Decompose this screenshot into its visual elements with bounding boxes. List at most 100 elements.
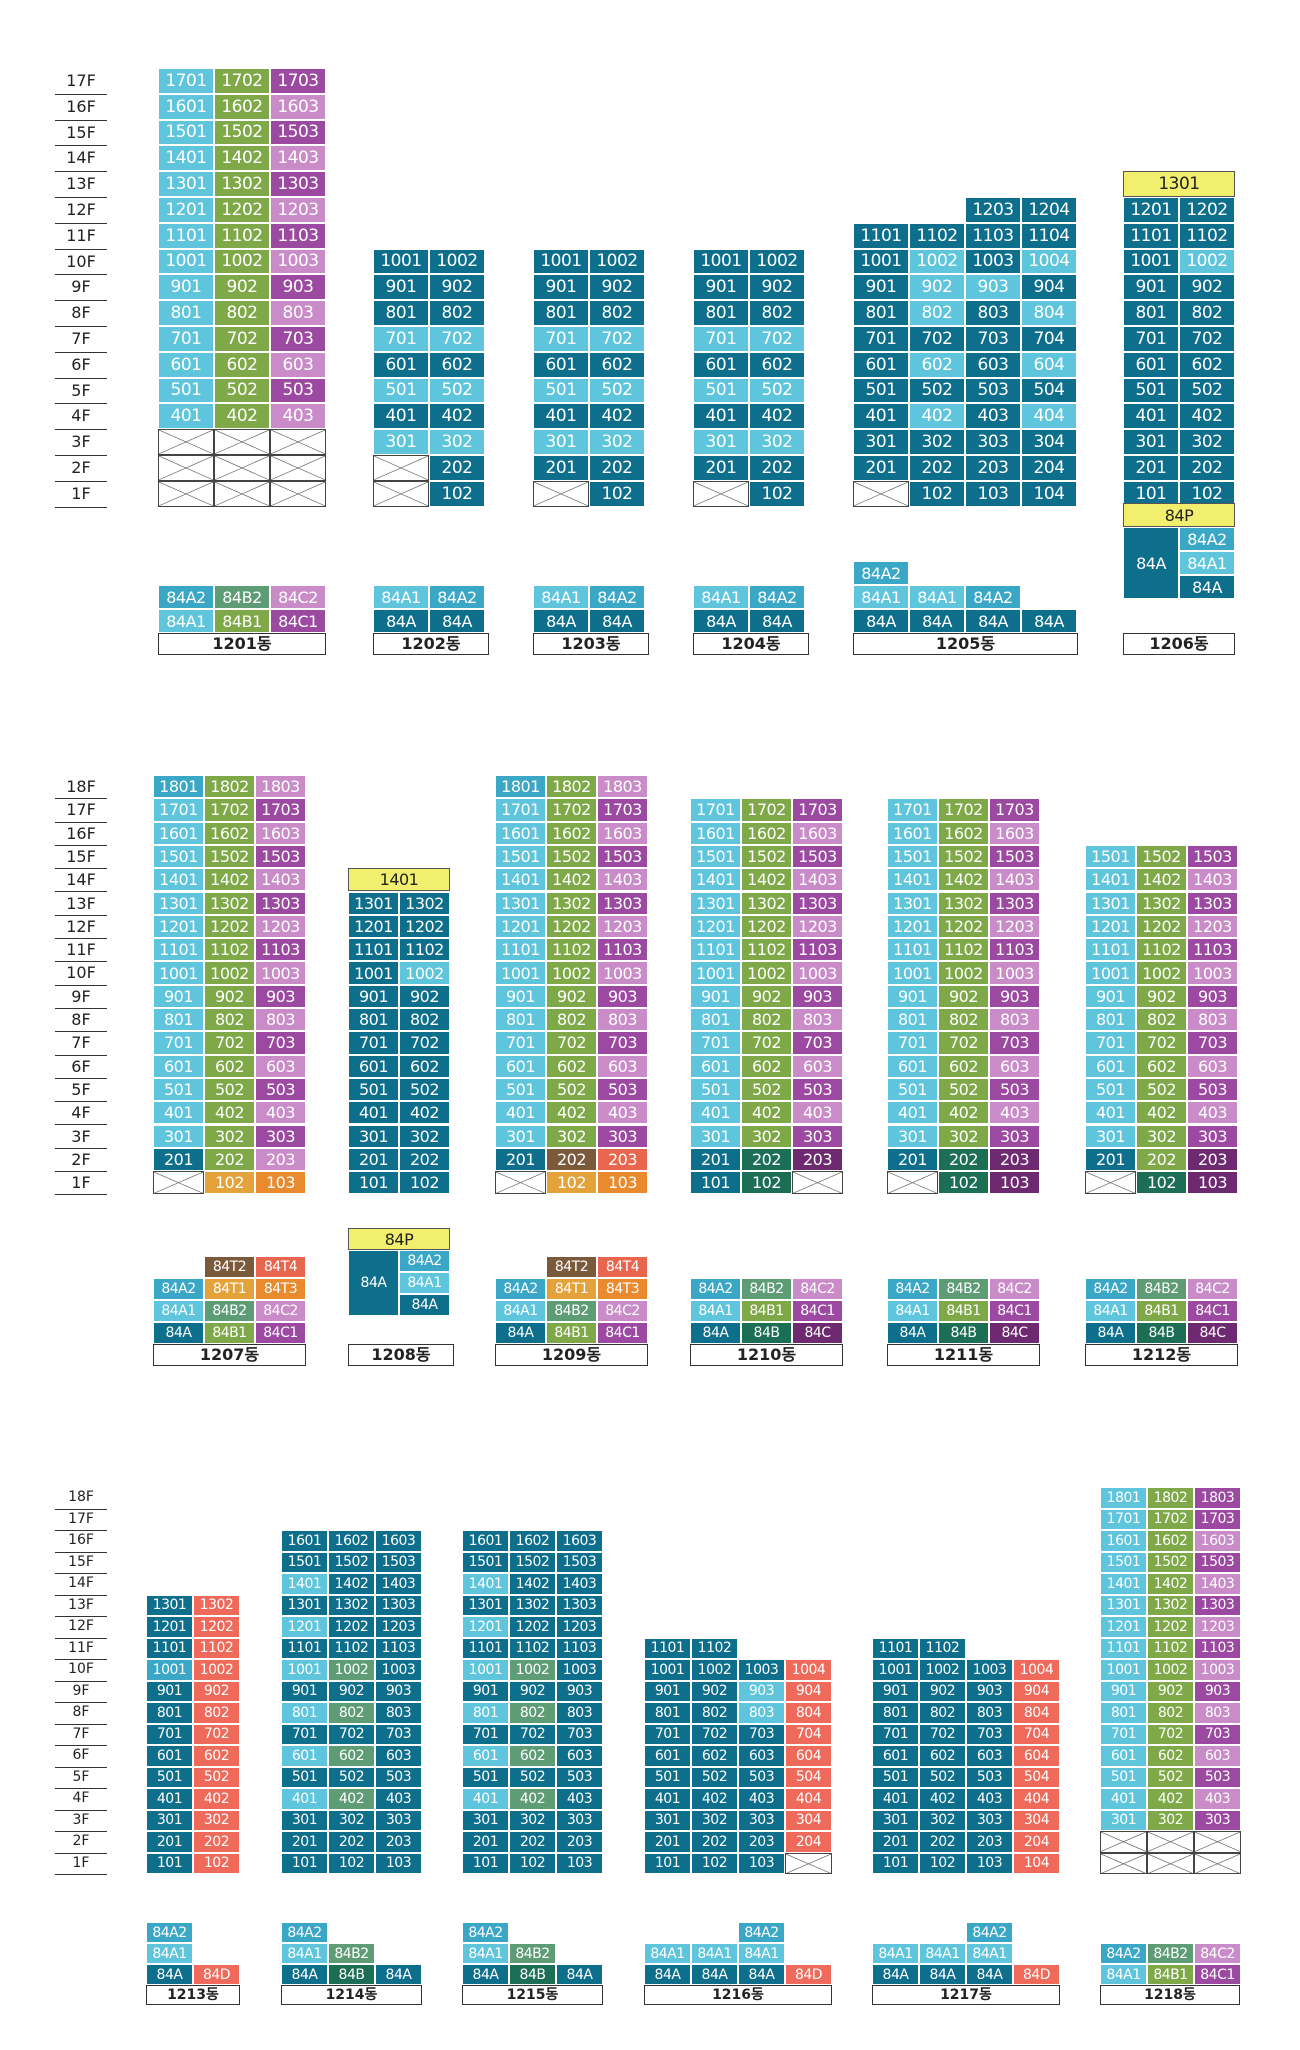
unit-cell: 1202 (1136, 914, 1187, 939)
unit-cell: 1002 (1136, 961, 1187, 985)
unit-cell: 1703 (989, 798, 1040, 822)
unit-cell: 203 (965, 455, 1021, 481)
legend-type: 84A1 (399, 1272, 450, 1294)
unit-cell: 401 (644, 1788, 691, 1810)
building-label: 1206동 (1123, 633, 1235, 655)
unit-cell: 602 (204, 1054, 255, 1078)
unit-cell: 1302 (193, 1594, 240, 1616)
unit-cell: 1102 (691, 1637, 738, 1659)
unit-cell: 1401 (495, 868, 546, 892)
empty-unit-crossed (270, 455, 326, 481)
building-label: 1218동 (1100, 1985, 1240, 2005)
unit-cell: 802 (193, 1702, 240, 1724)
unit-cell: 702 (741, 1031, 792, 1055)
unit-cell: 801 (158, 300, 214, 326)
legend-type: 84B2 (938, 1278, 989, 1300)
unit-cell: 901 (462, 1680, 509, 1702)
unit-cell: 1703 (270, 68, 326, 94)
empty-unit-crossed (214, 480, 270, 507)
unit-cell: 1101 (146, 1637, 193, 1659)
unit-cell: 302 (691, 1809, 738, 1831)
unit-cell: 1803 (597, 775, 648, 799)
unit-cell: 401 (693, 403, 749, 430)
empty-unit-crossed (1085, 1171, 1136, 1195)
legend-type: 84D (193, 1964, 240, 1985)
floor-label: 15F (55, 120, 107, 147)
legend-type: 84B (328, 1964, 375, 1985)
legend-type: 84A1 (909, 585, 965, 609)
legend-type: 84B1 (1136, 1300, 1187, 1322)
unit-cell: 701 (644, 1723, 691, 1745)
unit-cell: 501 (533, 377, 589, 404)
unit-cell: 1302 (1136, 891, 1187, 915)
legend-type: 84A1 (919, 1943, 966, 1964)
legend-penthouse: 84P (1123, 503, 1235, 527)
unit-cell: 303 (966, 1809, 1013, 1831)
legend-type: 84A (965, 609, 1021, 633)
empty-unit-crossed (1194, 1852, 1241, 1874)
unit-cell: 701 (887, 1031, 938, 1055)
legend-type: 84A2 (1085, 1278, 1136, 1300)
unit-cell: 1004 (785, 1659, 832, 1681)
legend-type: 84A (693, 609, 749, 633)
unit-cell: 1001 (158, 248, 214, 275)
empty-unit-crossed (1100, 1831, 1147, 1853)
unit-cell: 1003 (965, 248, 1021, 275)
unit-cell: 202 (938, 1147, 989, 1172)
unit-cell: 202 (909, 455, 965, 481)
empty-unit-crossed (495, 1171, 546, 1195)
legend-type: 84A (1021, 609, 1077, 633)
unit-cell: 804 (1013, 1702, 1060, 1724)
unit-cell: 601 (1123, 351, 1179, 378)
unit-cell: 204 (785, 1831, 832, 1853)
unit-cell: 502 (1136, 1077, 1187, 1102)
unit-cell: 402 (749, 403, 805, 430)
unit-cell: 702 (193, 1723, 240, 1745)
legend-type: 84A2 (153, 1278, 204, 1300)
unit-cell: 401 (281, 1788, 328, 1810)
unit-cell: 603 (255, 1054, 306, 1078)
unit-cell: 102 (938, 1171, 989, 1195)
legend-type: 84C (989, 1322, 1040, 1344)
unit-cell: 1403 (792, 868, 843, 892)
unit-cell: 702 (1179, 326, 1235, 352)
unit-cell: 303 (556, 1809, 603, 1831)
unit-cell: 1603 (270, 93, 326, 120)
unit-cell: 102 (509, 1852, 556, 1874)
unit-cell: 1601 (1100, 1530, 1147, 1552)
unit-cell: 402 (1147, 1788, 1194, 1810)
unit-cell: 601 (690, 1054, 741, 1078)
unit-cell: 801 (693, 300, 749, 326)
unit-cell: 901 (281, 1680, 328, 1702)
unit-cell: 501 (153, 1077, 204, 1102)
unit-cell: 202 (193, 1831, 240, 1853)
unit-cell: 1002 (399, 961, 450, 985)
unit-cell: 1001 (533, 248, 589, 275)
unit-cell: 1602 (938, 821, 989, 845)
legend-type: 84A (887, 1322, 938, 1344)
unit-cell: 1002 (909, 248, 965, 275)
legend-type: 84T3 (255, 1278, 306, 1300)
unit-cell: 1602 (328, 1530, 375, 1552)
unit-cell: 402 (1136, 1101, 1187, 1125)
unit-cell: 1301 (495, 891, 546, 915)
unit-cell: 901 (1100, 1680, 1147, 1702)
unit-cell: 1401 (462, 1573, 509, 1595)
unit-cell: 301 (887, 1124, 938, 1148)
unit-cell: 703 (738, 1723, 785, 1745)
unit-cell: 803 (792, 1008, 843, 1032)
legend-type: 84A2 (1100, 1943, 1147, 1964)
unit-cell: 1402 (509, 1573, 556, 1595)
unit-cell: 502 (938, 1077, 989, 1102)
unit-cell: 401 (533, 403, 589, 430)
unit-cell: 1303 (989, 891, 1040, 915)
unit-cell: 1503 (375, 1551, 422, 1573)
empty-unit-crossed (214, 455, 270, 481)
unit-cell: 1501 (1085, 844, 1136, 869)
unit-cell: 103 (966, 1852, 1013, 1874)
unit-cell: 703 (1194, 1723, 1241, 1745)
floor-label: 4F (55, 403, 107, 431)
legend-type: 84A1 (644, 1943, 691, 1964)
unit-cell: 303 (738, 1809, 785, 1831)
unit-cell: 702 (1147, 1723, 1194, 1745)
